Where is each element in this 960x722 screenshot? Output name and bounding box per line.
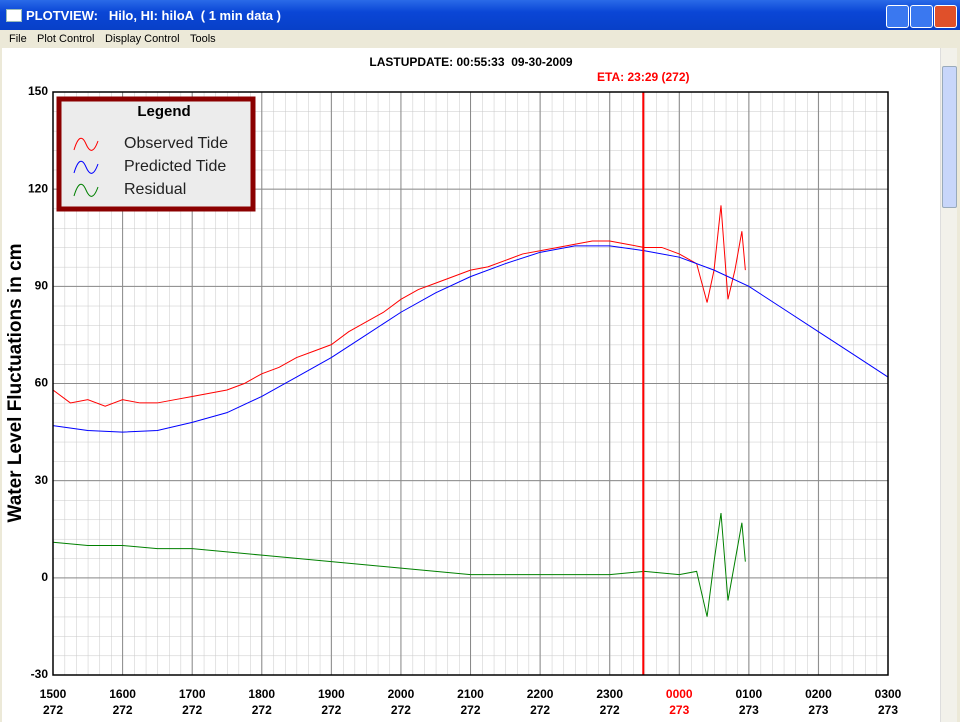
x-tick-label: 1900 bbox=[318, 687, 345, 701]
legend: Legend Observed Tide Predicted Tide Residu… bbox=[56, 96, 256, 212]
legend-box bbox=[56, 96, 256, 212]
x-tick-label: 1800 bbox=[248, 687, 275, 701]
x-tick-day: 272 bbox=[252, 703, 272, 717]
x-tick-day: 272 bbox=[600, 703, 620, 717]
x-tick-day: 272 bbox=[530, 703, 550, 717]
menu-item[interactable]: Display Control bbox=[105, 33, 180, 45]
x-tick-day: 272 bbox=[460, 703, 480, 717]
series-line bbox=[52, 512, 746, 617]
x-tick-label: 0200 bbox=[805, 687, 832, 701]
y-tick-label: -30 bbox=[31, 667, 49, 681]
scrollbar[interactable] bbox=[940, 48, 957, 722]
app-icon bbox=[6, 9, 22, 22]
y-tick-label: 90 bbox=[35, 279, 49, 293]
series-line bbox=[52, 205, 746, 407]
plot-frame bbox=[52, 91, 889, 676]
legend-symbol bbox=[73, 183, 99, 197]
x-tick-day: 273 bbox=[669, 703, 689, 717]
x-tick-day: 273 bbox=[808, 703, 828, 717]
x-tick-label: 0300 bbox=[875, 687, 902, 701]
x-tick-day: 272 bbox=[182, 703, 202, 717]
legend-label: Residual bbox=[124, 181, 186, 198]
x-tick-label: 0000 bbox=[666, 687, 693, 701]
eta-label: ETA: 23:29 (272) bbox=[597, 70, 689, 84]
y-tick-label: 150 bbox=[28, 84, 48, 98]
x-tick-day: 272 bbox=[113, 703, 133, 717]
menu-item[interactable]: Plot Control bbox=[37, 33, 95, 45]
x-tick-label: 0100 bbox=[735, 687, 762, 701]
window-title: PLOTVIEW: Hilo, HI: hiloA ( 1 min data ) bbox=[26, 8, 281, 23]
legend-label: Observed Tide bbox=[124, 135, 228, 152]
y-tick-label: 60 bbox=[35, 376, 49, 390]
minimize-button[interactable] bbox=[886, 5, 909, 28]
legend-symbol bbox=[73, 160, 99, 174]
title-bar: PLOTVIEW: Hilo, HI: hiloA ( 1 min data ) bbox=[0, 0, 960, 30]
x-tick-label: 2100 bbox=[457, 687, 484, 701]
x-tick-label: 2000 bbox=[388, 687, 415, 701]
x-tick-day: 272 bbox=[391, 703, 411, 717]
menu-item[interactable]: Tools bbox=[190, 33, 216, 45]
client-area: LASTUPDATE: 00:55:33 09-30-2009 Water Le… bbox=[2, 48, 940, 722]
x-tick-label: 2200 bbox=[527, 687, 554, 701]
menu-item[interactable]: File bbox=[9, 33, 27, 45]
scroll-thumb[interactable] bbox=[942, 66, 957, 208]
chart: LASTUPDATE: 00:55:33 09-30-2009 Water Le… bbox=[5, 55, 902, 717]
x-tick-day: 273 bbox=[739, 703, 759, 717]
x-tick-day: 272 bbox=[321, 703, 341, 717]
y-tick-label: 120 bbox=[28, 181, 48, 195]
y-tick-label: 30 bbox=[35, 473, 49, 487]
x-tick-day: 273 bbox=[878, 703, 898, 717]
x-tick-label: 1500 bbox=[40, 687, 67, 701]
x-tick-label: 1600 bbox=[109, 687, 136, 701]
y-tick-label: 0 bbox=[41, 570, 48, 584]
legend-symbol bbox=[73, 137, 99, 151]
menu-bar: File Plot Control Display Control Tools bbox=[0, 30, 960, 48]
y-axis-label: Water Level Fluctuations in cm bbox=[5, 243, 26, 522]
chart-title: LASTUPDATE: 00:55:33 09-30-2009 bbox=[369, 55, 573, 69]
series-line bbox=[52, 245, 889, 433]
legend-label: Predicted Tide bbox=[124, 158, 226, 175]
legend-title: Legend bbox=[137, 103, 190, 120]
x-tick-label: 1700 bbox=[179, 687, 206, 701]
x-tick-day: 272 bbox=[43, 703, 63, 717]
x-tick-label: 2300 bbox=[596, 687, 623, 701]
maximize-button[interactable] bbox=[910, 5, 933, 28]
close-button[interactable] bbox=[934, 5, 957, 28]
